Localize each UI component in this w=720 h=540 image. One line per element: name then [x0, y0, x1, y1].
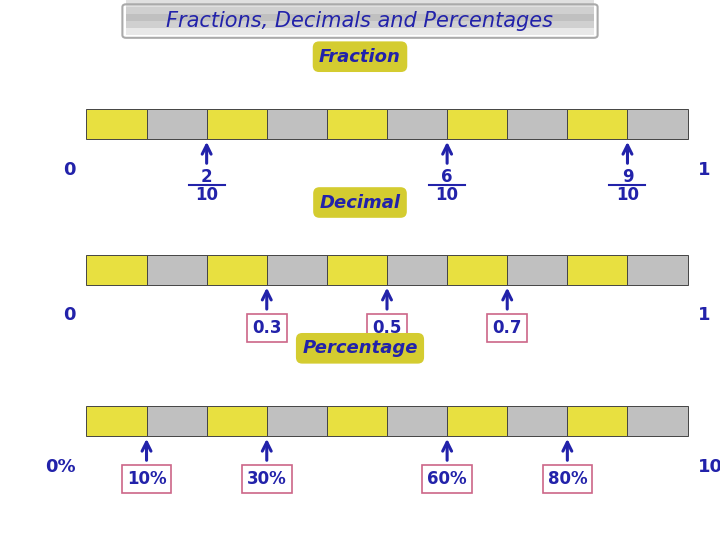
Bar — [507, 255, 567, 285]
Bar — [627, 406, 688, 436]
Bar — [327, 255, 387, 285]
Bar — [207, 109, 266, 139]
Bar — [126, 15, 594, 21]
Bar — [126, 1, 594, 7]
Bar — [567, 406, 627, 436]
Bar — [147, 109, 207, 139]
Bar — [266, 109, 327, 139]
Bar — [86, 255, 147, 285]
Text: Percentage: Percentage — [302, 339, 418, 357]
Text: 80%: 80% — [547, 470, 588, 488]
Bar — [327, 109, 387, 139]
Text: 0%: 0% — [45, 458, 76, 476]
Text: 100%: 100% — [698, 458, 720, 476]
Text: 60%: 60% — [427, 470, 467, 488]
Text: 0.5: 0.5 — [372, 319, 402, 337]
Bar — [567, 255, 627, 285]
Text: 10%: 10% — [127, 470, 166, 488]
Bar — [447, 406, 507, 436]
Text: 10: 10 — [195, 186, 218, 204]
Bar — [266, 255, 327, 285]
Bar — [387, 109, 447, 139]
Bar — [207, 406, 266, 436]
Bar — [507, 109, 567, 139]
Text: 2: 2 — [201, 168, 212, 186]
Bar — [507, 406, 567, 436]
Bar — [627, 109, 688, 139]
Bar — [387, 255, 447, 285]
Bar — [567, 109, 627, 139]
Text: 0: 0 — [63, 306, 76, 325]
Bar — [86, 109, 147, 139]
Bar — [447, 109, 507, 139]
Bar — [126, 8, 594, 14]
Text: 1: 1 — [698, 306, 711, 325]
Bar — [627, 255, 688, 285]
Text: Decimal: Decimal — [320, 193, 400, 212]
Bar — [327, 406, 387, 436]
Text: Fractions, Decimals and Percentages: Fractions, Decimals and Percentages — [166, 11, 554, 31]
Bar — [147, 406, 207, 436]
Text: 10: 10 — [616, 186, 639, 204]
Bar — [126, 29, 594, 35]
Text: 10: 10 — [436, 186, 459, 204]
Bar — [147, 255, 207, 285]
Bar — [126, 22, 594, 28]
Text: 30%: 30% — [247, 470, 287, 488]
Bar — [266, 406, 327, 436]
Bar — [86, 406, 147, 436]
Text: 6: 6 — [441, 168, 453, 186]
Bar — [207, 255, 266, 285]
Text: Fraction: Fraction — [319, 48, 401, 66]
Text: 1: 1 — [698, 160, 711, 179]
Text: 0.3: 0.3 — [252, 319, 282, 337]
Text: 0: 0 — [63, 160, 76, 179]
Text: 9: 9 — [621, 168, 634, 186]
Text: 0.7: 0.7 — [492, 319, 522, 337]
Bar — [447, 255, 507, 285]
Bar — [387, 406, 447, 436]
